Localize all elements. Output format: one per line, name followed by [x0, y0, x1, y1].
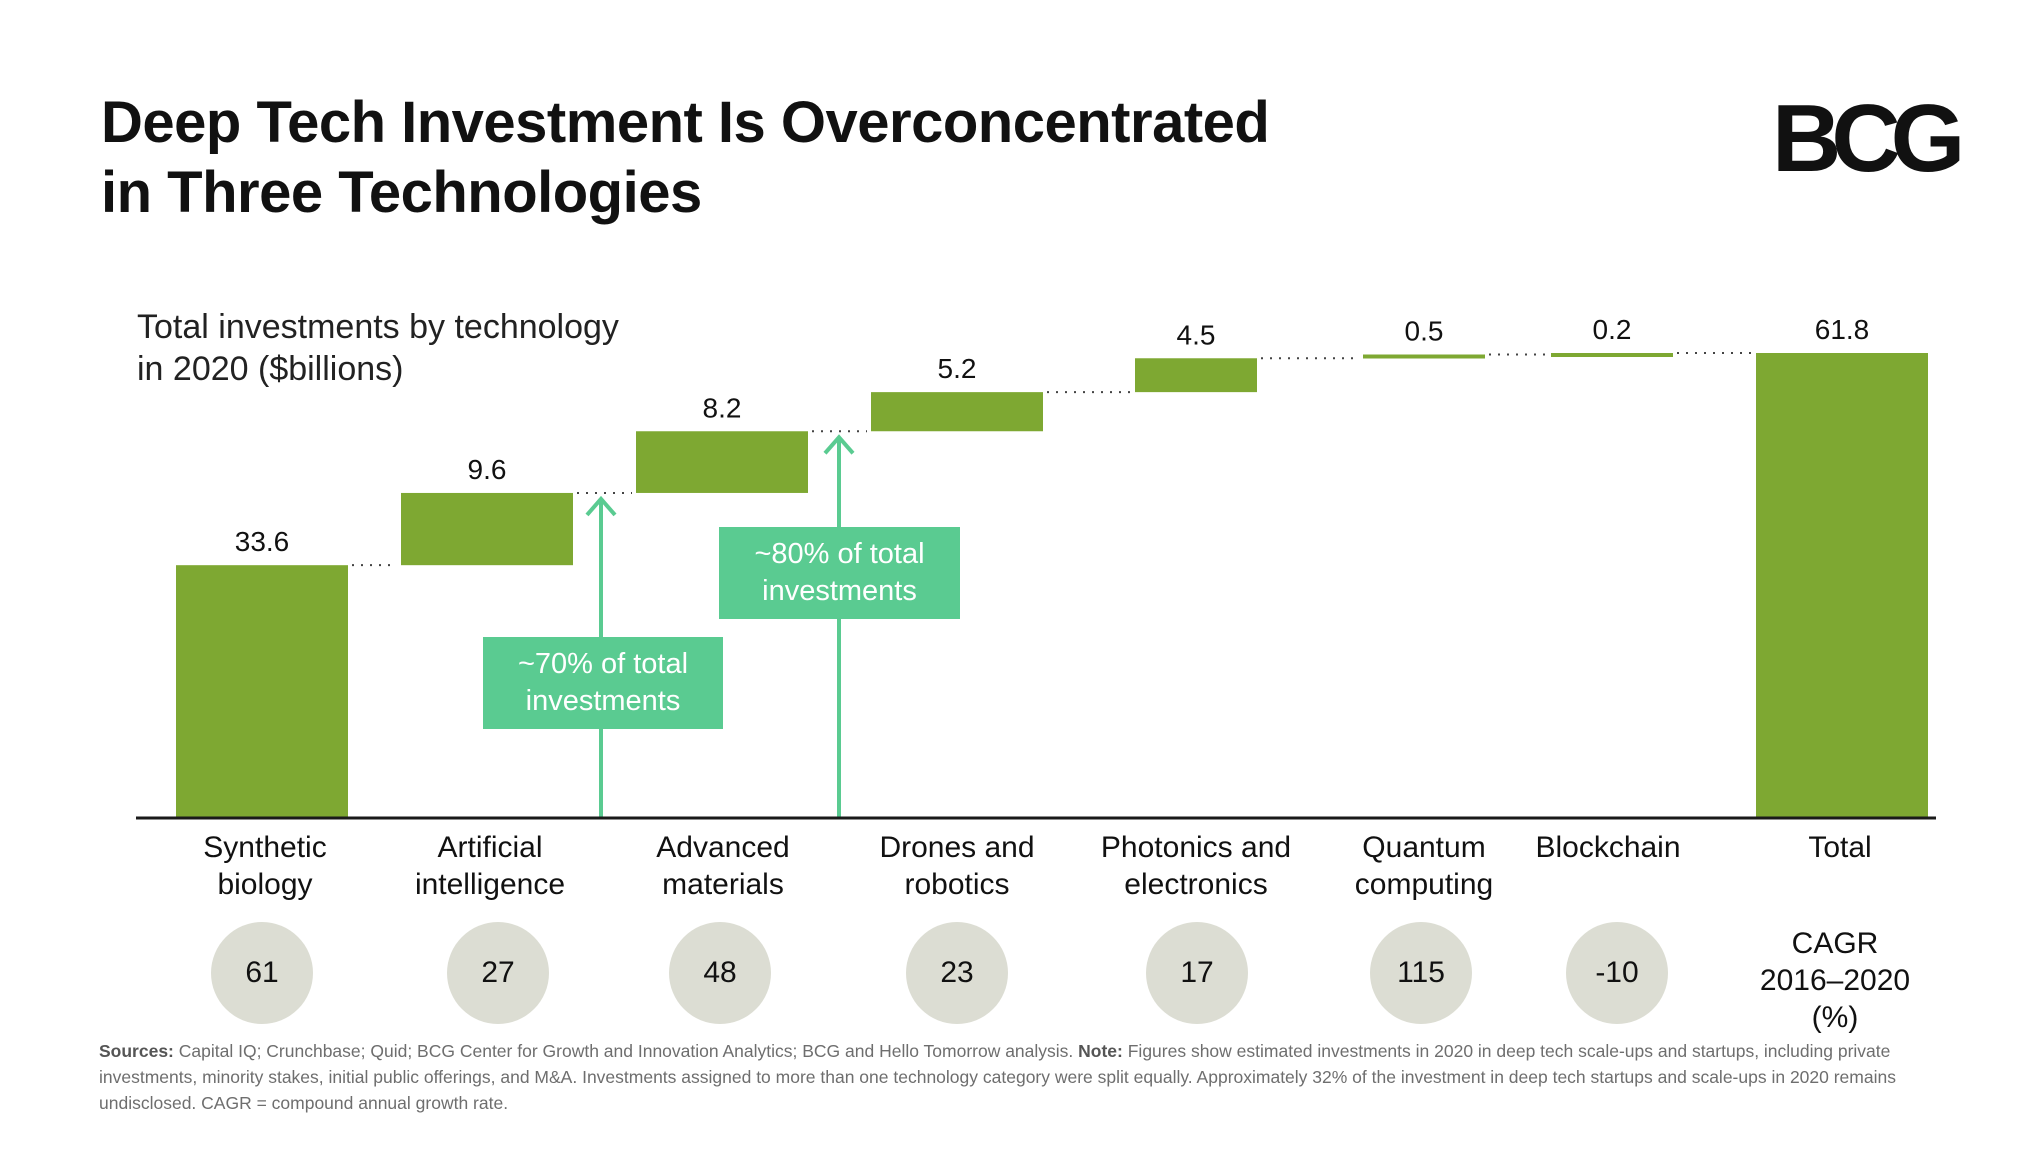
note-label: Note: — [1078, 1041, 1123, 1061]
sources-text: Capital IQ; Crunchbase; Quid; BCG Center… — [173, 1041, 1079, 1061]
category-label-line: computing — [1354, 868, 1494, 901]
category-label-photonics-and-electronics: Photonics and electronics — [1076, 829, 1316, 903]
title-line-2: in Three Technologies — [101, 160, 702, 225]
cagr-label-line-3: (%) — [1811, 1001, 1859, 1034]
cagr-circle-drones-and-robotics: 23 — [906, 922, 1008, 1024]
category-label-line: Artificial — [437, 831, 543, 864]
note-text: Figures show estimated investments in 20… — [99, 1041, 1896, 1113]
callout-80-percent: ~80% of total investments — [719, 527, 960, 619]
subtitle-line-2: in 2020 ($billions) — [137, 350, 404, 388]
cagr-circle-blockchain: -10 — [1566, 922, 1668, 1024]
callout-80-line-2: investments — [762, 575, 917, 607]
bar-advanced-materials — [636, 431, 808, 493]
cagr-circle-synthetic-biology: 61 — [211, 922, 313, 1024]
bar-quantum-computing — [1363, 354, 1485, 359]
category-label-artificial-intelligence: Artificial intelligence — [370, 829, 610, 903]
cagr-circle-photonics-and-electronics: 17 — [1146, 922, 1248, 1024]
category-label-blockchain: Blockchain — [1488, 829, 1728, 866]
category-label-line: electronics — [1124, 868, 1268, 901]
value-label-quantum-computing: 0.5 — [1405, 316, 1444, 347]
callout-80-line-1: ~80% of total — [754, 538, 925, 570]
page-title: Deep Tech Investment Is Overconcentrated… — [101, 88, 1270, 228]
value-label-artificial-intelligence: 9.6 — [468, 454, 507, 485]
chart-subtitle: Total investments by technology in 2020 … — [137, 306, 619, 390]
cagr-circle-advanced-materials: 48 — [669, 922, 771, 1024]
value-label-drones-and-robotics: 5.2 — [938, 353, 977, 384]
category-label-line: robotics — [904, 868, 1010, 901]
category-label-total: Total — [1720, 829, 1960, 866]
title-line-1: Deep Tech Investment Is Overconcentrated — [101, 90, 1270, 155]
category-label-synthetic-biology: Synthetic biology — [145, 829, 385, 903]
cagr-circle-quantum-computing: 115 — [1370, 922, 1472, 1024]
cagr-circle-artificial-intelligence: 27 — [447, 922, 549, 1024]
value-label-advanced-materials: 8.2 — [703, 392, 742, 423]
bar-total — [1756, 353, 1928, 818]
category-label-line: Synthetic — [203, 831, 327, 864]
sources-label: Sources: — [99, 1041, 174, 1061]
bar-blockchain — [1551, 353, 1673, 357]
category-label-line: Quantum — [1362, 831, 1486, 864]
cagr-label: CAGR 2016–2020 (%) — [1730, 925, 1940, 1036]
value-label-photonics-and-electronics: 4.5 — [1177, 319, 1216, 350]
bar-drones-and-robotics — [871, 392, 1043, 432]
subtitle-line-1: Total investments by technology — [137, 308, 619, 346]
bar-artificial-intelligence — [401, 492, 573, 566]
bcg-logo: BCG — [1772, 85, 1965, 192]
callout-arrowhead-80 — [823, 434, 855, 455]
category-label-quantum-computing: Quantum computing — [1304, 829, 1544, 903]
bar-synthetic-biology — [176, 565, 348, 818]
bar-photonics-and-electronics — [1135, 358, 1257, 393]
category-label-line: materials — [662, 868, 784, 901]
value-label-synthetic-biology: 33.6 — [235, 526, 290, 557]
value-label-blockchain: 0.2 — [1593, 314, 1632, 345]
value-label-total: 61.8 — [1815, 314, 1870, 345]
cagr-label-line-2: 2016–2020 — [1759, 964, 1911, 997]
category-label-line: Blockchain — [1535, 831, 1681, 864]
category-label-line: intelligence — [414, 868, 566, 901]
category-label-drones-and-robotics: Drones and robotics — [837, 829, 1077, 903]
category-label-line: biology — [217, 868, 313, 901]
callout-70-line-2: investments — [525, 685, 681, 717]
category-label-advanced-materials: Advanced materials — [603, 829, 843, 903]
category-label-line: Advanced — [656, 831, 790, 864]
callout-70-percent: ~70% of total investments — [483, 637, 723, 729]
category-label-line: Drones and — [879, 831, 1035, 864]
category-label-line: Total — [1808, 831, 1872, 864]
callout-70-line-1: ~70% of total — [517, 648, 689, 680]
callout-arrowhead-70 — [585, 495, 617, 517]
cagr-label-line-1: CAGR — [1791, 927, 1879, 960]
sources-note: Sources: Capital IQ; Crunchbase; Quid; B… — [99, 1038, 1959, 1116]
category-label-line: Photonics and — [1100, 831, 1292, 864]
